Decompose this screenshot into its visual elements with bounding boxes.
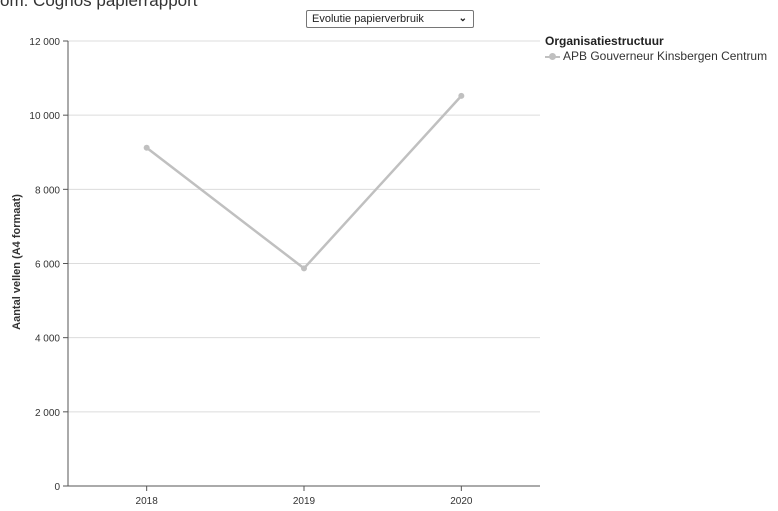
y-tick-label: 10 000	[29, 111, 60, 122]
y-tick-label: 0	[54, 482, 60, 493]
page-heading: om: Cognos papierrapport	[0, 0, 198, 10]
legend: Organisatiestructuur APB Gouverneur Kins…	[545, 34, 767, 63]
data-point	[301, 265, 307, 272]
y-tick-label: 4 000	[35, 334, 60, 345]
y-tick-label: 2 000	[35, 408, 60, 419]
x-tick-label: 2020	[450, 496, 473, 507]
legend-item[interactable]: APB Gouverneur Kinsbergen Centrum	[545, 49, 767, 63]
tick-labels: 0 2 000 4 000 6 000 8 000 10 000 12 000 2018 201…	[29, 37, 472, 507]
legend-item-label: APB Gouverneur Kinsbergen Centrum	[563, 49, 768, 63]
x-tick-label: 2019	[293, 496, 316, 507]
gridlines	[68, 40, 540, 413]
data-point	[143, 144, 150, 151]
y-tick-label: 12 000	[29, 37, 60, 48]
y-tick-label: 8 000	[35, 185, 60, 196]
axes	[63, 40, 540, 491]
series-line	[145, 95, 463, 270]
chart-selector-value: Evolutie papierverbruik	[312, 13, 424, 25]
legend-marker-icon	[545, 53, 560, 60]
series	[143, 92, 465, 272]
y-axis-label: Aantal vellen (A4 formaat)	[11, 194, 23, 330]
legend-title: Organisatiestructuur	[545, 34, 664, 48]
x-tick-label: 2018	[136, 496, 159, 507]
chevron-down-icon: ⌄	[458, 13, 467, 24]
y-tick-label: 6 000	[35, 260, 60, 271]
data-point	[458, 92, 465, 99]
chart-selector-dropdown[interactable]: Evolutie papierverbruik ⌄	[306, 10, 474, 28]
